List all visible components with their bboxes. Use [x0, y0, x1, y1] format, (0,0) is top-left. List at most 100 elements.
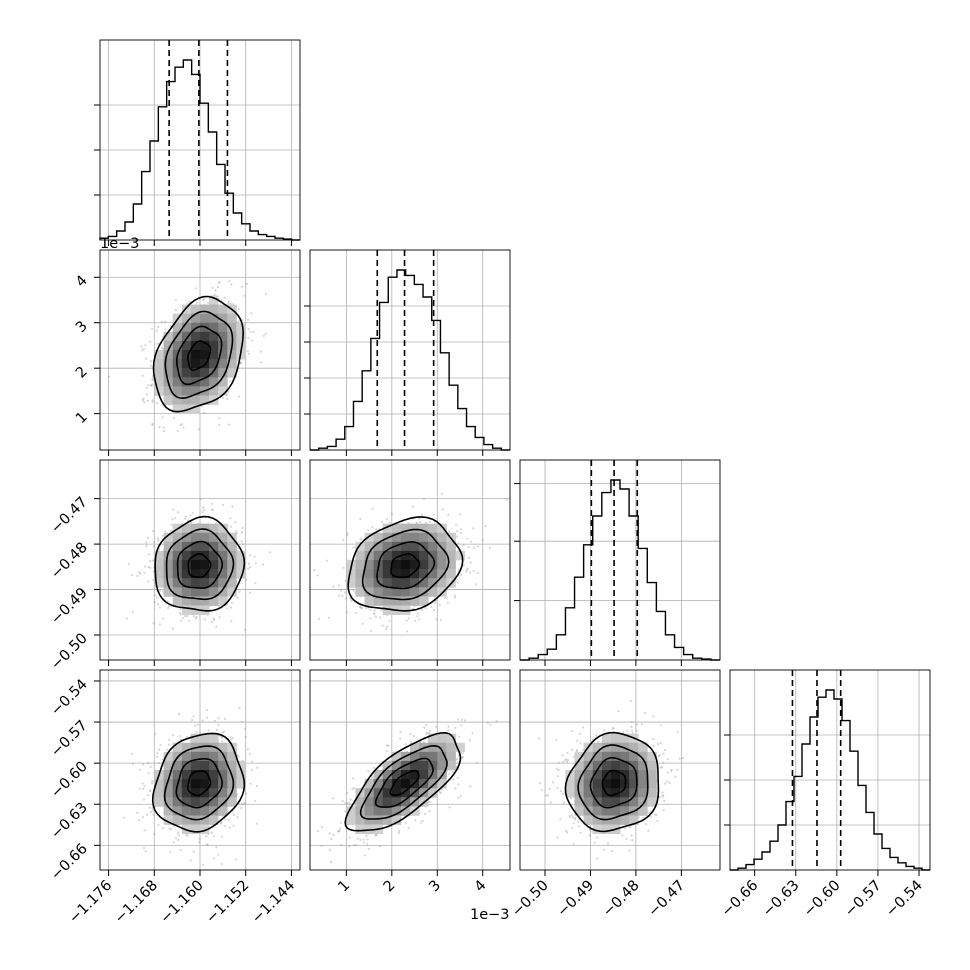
density-cell — [218, 350, 228, 360]
sample-point — [141, 374, 144, 377]
sample-point — [218, 423, 221, 427]
density-cell — [218, 550, 228, 561]
sample-point — [195, 301, 199, 304]
density-cell — [218, 541, 228, 552]
sample-point — [424, 606, 427, 610]
sample-point — [168, 738, 171, 741]
sample-point — [459, 724, 463, 727]
sample-point — [234, 530, 238, 533]
density-cell — [209, 331, 219, 342]
sample-point — [345, 597, 348, 600]
panel-frame — [729, 669, 931, 871]
density-cell — [163, 815, 174, 825]
density-cell — [181, 377, 192, 387]
density-cell — [218, 770, 228, 780]
sample-point — [359, 517, 362, 521]
sample-point — [149, 364, 152, 367]
density-cell — [163, 340, 174, 351]
density-cell — [209, 350, 219, 360]
sample-point — [429, 729, 432, 733]
sample-point — [184, 515, 187, 518]
sample-point — [489, 723, 492, 726]
density-cell — [236, 560, 246, 570]
contours — [154, 515, 246, 612]
density-cell — [227, 578, 237, 588]
density-cell — [163, 560, 174, 570]
sample-point — [359, 838, 362, 842]
sample-point — [162, 426, 165, 429]
density-cell — [400, 541, 411, 552]
sample-point — [344, 579, 347, 582]
sample-point — [177, 831, 180, 835]
sample-point — [147, 794, 150, 797]
sample-point — [230, 601, 233, 604]
sample-point — [222, 503, 225, 506]
sample-point — [210, 508, 213, 511]
density-cell — [446, 569, 456, 579]
sample-point — [264, 332, 267, 335]
density-cell — [410, 560, 420, 570]
density-cell — [428, 560, 438, 570]
sample-point — [374, 616, 377, 619]
sample-point — [338, 829, 341, 832]
sample-point — [202, 506, 205, 509]
density-cell — [209, 779, 219, 789]
sample-point — [241, 543, 244, 546]
sample-point — [223, 818, 226, 821]
sample-point — [345, 611, 348, 614]
sample-point — [176, 429, 180, 433]
sample-point — [318, 617, 321, 620]
density-cell — [410, 596, 420, 606]
density-cell — [218, 760, 228, 771]
sample-point — [361, 622, 364, 625]
sample-point — [453, 594, 456, 597]
sample-point — [438, 791, 441, 794]
sample-point — [250, 312, 253, 315]
density-cell — [190, 541, 201, 552]
sample-point — [151, 809, 154, 812]
sample-point — [384, 628, 388, 631]
density-cell — [200, 742, 210, 753]
density-cell — [382, 560, 393, 570]
sample-point — [476, 571, 479, 575]
density-cell — [209, 541, 219, 552]
sample-point — [354, 611, 357, 615]
sample-point — [216, 286, 219, 289]
density-cell — [190, 359, 201, 369]
sample-point — [230, 283, 233, 286]
sample-point — [186, 834, 189, 837]
sample-point — [138, 787, 141, 790]
sample-point — [212, 857, 215, 860]
density-cell — [209, 523, 219, 534]
sample-point — [107, 375, 110, 378]
sample-point — [374, 834, 377, 838]
density-cell — [419, 523, 429, 534]
sample-point — [349, 798, 352, 801]
density-cell — [428, 541, 438, 552]
density-cell — [218, 304, 228, 315]
density-cell — [190, 770, 201, 780]
sample-point — [146, 813, 149, 817]
sample-point — [217, 723, 220, 726]
panel-body — [310, 460, 510, 660]
density-cell — [200, 532, 210, 543]
sample-point — [236, 596, 239, 599]
sample-point — [191, 511, 194, 514]
density-cell — [154, 350, 165, 360]
density-cell — [218, 797, 228, 807]
density-cell — [227, 779, 237, 789]
sample-point — [454, 596, 457, 599]
density-cell — [218, 331, 228, 342]
density-cell — [181, 596, 192, 606]
contours — [152, 295, 245, 413]
density-cell — [227, 587, 237, 597]
sample-point — [430, 605, 433, 608]
sample-point — [177, 712, 181, 716]
sample-point — [154, 733, 157, 736]
sample-point — [186, 614, 189, 618]
sample-point — [171, 518, 174, 521]
density-cell — [218, 779, 228, 789]
sample-point — [212, 617, 215, 620]
sample-point — [466, 567, 469, 570]
